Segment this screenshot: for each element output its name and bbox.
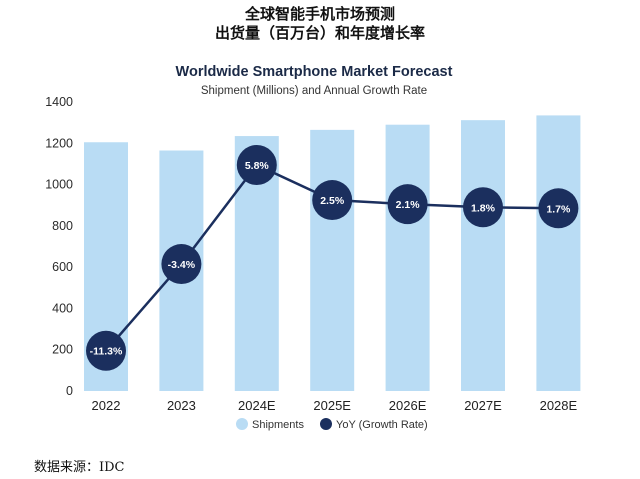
legend-yoy-label: YoY (Growth Rate) xyxy=(336,419,428,431)
chinese-title-line-2: 出货量（百万台）和年度增长率 xyxy=(214,24,425,42)
chart-title: Worldwide Smartphone Market Forecast xyxy=(176,64,453,80)
x-tick-label: 2022 xyxy=(92,398,121,413)
yoy-marker-2022 xyxy=(86,330,126,371)
source-note: 数据来源：IDC xyxy=(34,460,125,475)
shipment-bar-2026E xyxy=(385,124,430,391)
y-tick-label: 1400 xyxy=(45,95,73,109)
chart-subtitle: Shipment (Millions) and Annual Growth Ra… xyxy=(201,85,427,97)
y-tick-label: 800 xyxy=(52,219,73,233)
y-axis: 0 200 400 600 800 1000 1200 1400 xyxy=(45,95,73,398)
legend: Shipments YoY (Growth Rate) xyxy=(236,418,428,431)
x-tick-label: 2027E xyxy=(464,398,502,413)
y-tick-label: 200 xyxy=(52,343,73,357)
yoy-data-label: -3.4% xyxy=(168,259,196,271)
yoy-data-label: 2.5% xyxy=(320,195,345,207)
x-tick-label: 2026E xyxy=(389,398,427,413)
x-axis: 2022 2023 2024E 2025E 2026E 2027E 2028E xyxy=(92,398,578,413)
y-tick-label: 1200 xyxy=(45,136,73,150)
yoy-marker-2027E xyxy=(463,187,503,228)
yoy-data-label: 5.8% xyxy=(245,160,270,172)
legend-shipments-label: Shipments xyxy=(252,419,304,431)
x-tick-label: 2023 xyxy=(167,398,196,413)
yoy-data-label: -11.3% xyxy=(90,346,123,358)
yoy-data-label: 1.7% xyxy=(546,203,571,215)
y-tick-label: 1000 xyxy=(45,178,73,192)
yoy-growth-line: -11.3% -3.4% 5.8% 2.5% 2.1% 1.8% 1.7% xyxy=(86,144,579,371)
yoy-data-label: 1.8% xyxy=(471,202,496,214)
shipment-bar-2027E xyxy=(461,120,505,391)
yoy-marker-2026E xyxy=(387,184,428,225)
shipment-bar-2025E xyxy=(310,129,355,391)
yoy-marker-2024E xyxy=(236,144,277,185)
chinese-title-line-1: 全球智能手机市场预测 xyxy=(244,5,395,23)
shipment-bars xyxy=(84,115,581,392)
legend-yoy-swatch xyxy=(320,418,332,430)
yoy-data-label: 2.1% xyxy=(396,199,421,211)
y-tick-label: 0 xyxy=(66,384,73,398)
y-tick-label: 600 xyxy=(52,260,73,274)
y-tick-label: 400 xyxy=(52,301,73,315)
legend-shipments-swatch xyxy=(236,418,248,430)
yoy-marker-2023 xyxy=(161,244,202,285)
x-tick-label: 2028E xyxy=(540,398,578,413)
x-tick-label: 2025E xyxy=(313,398,351,413)
yoy-marker-2028E xyxy=(538,188,579,229)
yoy-marker-2025E xyxy=(312,180,353,221)
x-tick-label: 2024E xyxy=(238,398,276,413)
shipment-bar-2028E xyxy=(536,115,581,392)
